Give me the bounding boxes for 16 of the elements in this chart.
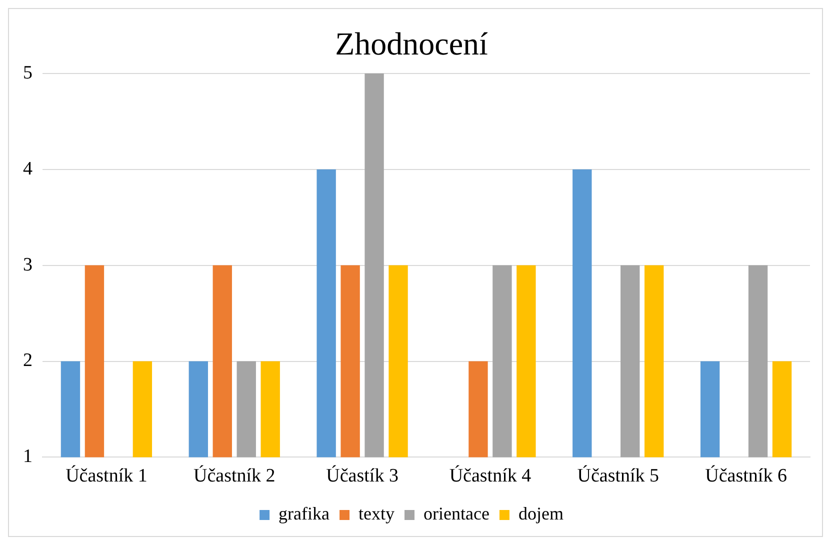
x-tick-label: Účastník 1	[66, 464, 148, 487]
x-tick-label: Účastník 5	[577, 464, 660, 487]
legend-label: grafika	[278, 504, 330, 524]
x-tick-label: Účastník 6	[705, 464, 787, 487]
x-tick-label: Účastník 4	[449, 464, 532, 487]
legend-label: texty	[358, 504, 395, 524]
chart-title: Zhodnocení	[335, 26, 488, 62]
y-tick-label: 5	[23, 62, 32, 84]
y-tick-label: 3	[23, 254, 32, 276]
x-tick-label: Účastník 2	[193, 464, 276, 487]
legend-label: dojem	[518, 504, 564, 524]
x-tick-label: Účastík 3	[326, 464, 398, 487]
legend-label: orientace	[424, 504, 490, 524]
y-tick-label: 1	[23, 446, 32, 468]
y-tick-label: 4	[23, 158, 33, 180]
y-tick-label: 2	[23, 350, 32, 372]
